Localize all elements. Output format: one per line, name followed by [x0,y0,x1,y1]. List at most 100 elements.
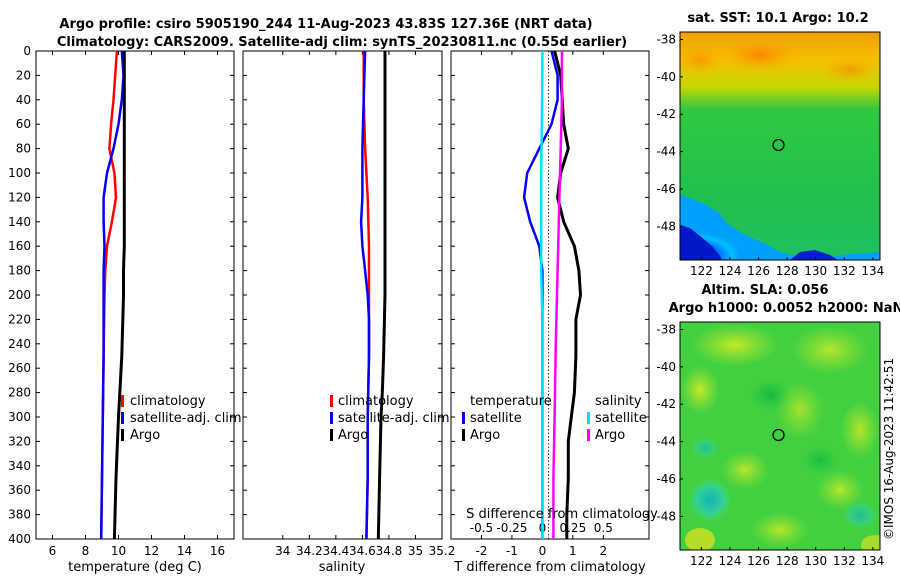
sla-map-title-line2: Argo h1000: 0.0052 h2000: NaN [669,301,900,316]
lat-tick-label: -38 [656,32,676,46]
lat-tick-label: -42 [656,397,676,411]
depth-tick-label: 180 [8,264,31,278]
depth-tick-label: 0 [23,44,31,58]
lon-tick-label: 124 [719,554,742,568]
series-line-satellite-adj-clim [99,50,125,540]
sst-map-frame [679,31,881,261]
depth-tick-label: 140 [8,215,31,229]
lat-tick-label: -42 [656,107,676,121]
lon-tick-label: 128 [776,554,799,568]
legend-label-climatology: climatology [338,394,414,409]
lon-tick-label: 134 [861,554,884,568]
series-line-argo [376,51,387,540]
lon-tick-label: 124 [719,264,742,278]
lon-tick-label: 130 [804,554,827,568]
legend-label-satellite-adj: satellite-adj. clim [338,411,450,426]
lat-tick-label: -48 [656,509,676,523]
lon-tick-label: 126 [747,264,770,278]
legend-label-t-argo: Argo [470,428,500,443]
difference-panel-frame [450,50,650,540]
x-tick-label: 34.2 [296,544,323,558]
x-tick-label: 34.4 [323,544,350,558]
legend-title-salinity: salinity [595,394,642,409]
depth-tick-label: 100 [8,166,31,180]
legend-label-argo: Argo [130,428,160,443]
depth-tick-label: 400 [8,532,31,546]
sst-map-title: sat. SST: 10.1 Argo: 10.2 [687,11,868,26]
depth-tick-label: 220 [8,312,31,326]
depth-tick-label: 280 [8,386,31,400]
depth-tick-label: 160 [8,239,31,253]
figure-title-line1: Argo profile: csiro 5905190_244 11-Aug-2… [59,17,592,32]
legend-label-argo: Argo [338,428,368,443]
lat-tick-label: -46 [656,472,676,486]
series-line-t-argo [553,50,582,539]
depth-tick-label: 80 [16,142,31,156]
figure-title-line2: Climatology: CARS2009. Satellite-adj cli… [57,35,627,50]
lon-tick-label: 132 [833,264,856,278]
lon-tick-label: 126 [747,554,770,568]
sla-map-ticks: 122 124 126 128 130 132 134 -38 -40 -42 -44 -46 -48 [656,322,884,568]
x-tick-label: 0 [539,544,547,558]
depth-tick-label: 300 [8,410,31,424]
legend-swatch-t-satellite [462,412,465,424]
s-diff-tick-label: -0.25 [496,521,527,535]
legend-swatch-s-argo [587,429,590,441]
salinity-legend: climatology satellite-adj. clim Argo [330,394,450,443]
x-tick-label: 1 [569,544,577,558]
sst-map-ticks: 122 124 126 128 130 132 134 -38 -40 -42 -44 -46 -48 [656,32,884,278]
t-difference-xlabel: T difference from climatology [453,560,646,575]
lat-tick-label: -40 [656,360,676,374]
sla-map-title-line1: Altim. SLA: 0.056 [702,283,829,298]
lat-tick-label: -46 [656,182,676,196]
series-line-s-argo [552,51,564,539]
salinity-xlabel: salinity [319,560,366,575]
depth-tick-label: 340 [8,459,31,473]
sst-argo-location-marker [772,138,785,152]
lon-tick-label: 134 [861,264,884,278]
depth-tick-label: 200 [8,288,31,302]
depth-tick-label: 60 [16,117,31,131]
depth-tick-label: 120 [8,190,31,204]
x-tick-label: 34.6 [349,544,376,558]
legend-label-satellite-adj: satellite-adj. clim [130,411,242,426]
s-difference-label: S difference from climatology [466,507,658,522]
legend-label-climatology: climatology [130,394,206,409]
s-diff-tick-label: 0.5 [594,521,613,535]
s-diff-tick-label: 0.25 [559,521,586,535]
legend-swatch-argo [121,429,124,441]
s-diff-tick-label: -0.5 [470,521,493,535]
lon-tick-label: 128 [776,264,799,278]
x-tick-label: 2 [599,544,607,558]
x-tick-label: 8 [82,544,90,558]
series-line-s-satellite [539,51,544,539]
legend-label-t-satellite: satellite [470,411,522,426]
lat-tick-label: -40 [656,70,676,84]
sla-map-frame [679,321,881,551]
legend-label-s-satellite: satellite [595,411,647,426]
depth-tick-label: 360 [8,483,31,497]
temperature-panel-frame [35,50,235,540]
x-tick-label: 34 [275,544,290,558]
legend-swatch-climatology [330,395,333,407]
x-tick-label: -1 [506,544,518,558]
legend-swatch-satellite-adj [330,412,333,424]
legend-label-s-argo: Argo [595,428,625,443]
lon-tick-label: 130 [804,264,827,278]
legend-swatch-satellite-adj [121,412,124,424]
temperature-legend: climatology satellite-adj. clim Argo [121,394,242,443]
depth-tick-label: 320 [8,434,31,448]
legend-title-temperature: temperature [470,394,552,409]
profile-lines [99,50,582,540]
lat-tick-label: -44 [656,145,676,159]
sla-map [680,322,880,550]
lat-tick-label: -48 [656,219,676,233]
lat-tick-label: -44 [656,435,676,449]
x-tick-label: 14 [177,544,192,558]
x-tick-label: 10 [111,544,126,558]
x-tick-label: 16 [210,544,225,558]
imos-credit: ©IMOS 16-Aug-2023 11:42:51 [882,358,896,540]
series-line-argo [112,51,126,540]
lon-tick-label: 122 [690,264,713,278]
x-tick-label: 35.2 [429,544,456,558]
